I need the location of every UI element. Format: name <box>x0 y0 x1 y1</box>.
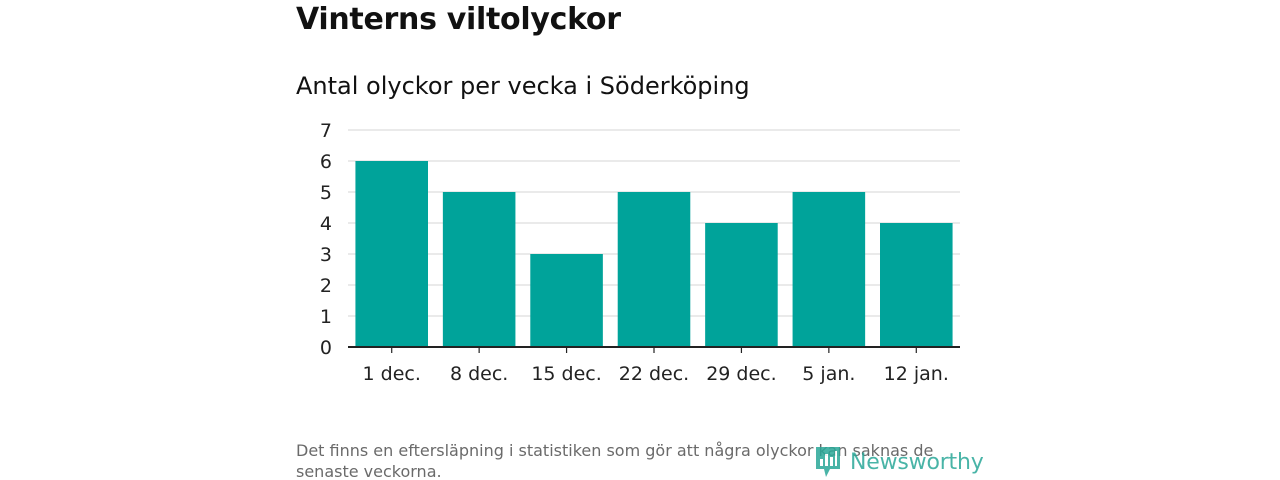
y-tick-label: 1 <box>320 306 332 328</box>
newsworthy-logo-text: Newsworthy <box>850 449 984 475</box>
newsworthy-logo: Newsworthy <box>814 444 984 480</box>
y-tick-label: 6 <box>320 151 332 173</box>
x-tick-label: 5 jan. <box>802 363 855 385</box>
chart-title: Vinterns viltolyckor <box>296 2 621 37</box>
bar <box>880 223 953 347</box>
bar <box>792 192 866 347</box>
y-tick-label: 3 <box>320 244 332 266</box>
bar <box>442 192 516 347</box>
y-tick-label: 2 <box>320 275 332 297</box>
bar <box>705 223 778 347</box>
x-tick-label: 29 dec. <box>706 363 776 385</box>
x-tick-label: 1 dec. <box>363 363 421 385</box>
x-tick-label: 15 dec. <box>531 363 601 385</box>
y-tick-label: 0 <box>320 337 332 359</box>
x-tick-label: 22 dec. <box>619 363 689 385</box>
bar <box>355 161 428 347</box>
newsworthy-logo-icon <box>816 447 840 477</box>
bar <box>617 192 691 347</box>
y-tick-label: 5 <box>320 182 332 204</box>
bar <box>530 254 603 347</box>
y-tick-label: 4 <box>320 213 332 235</box>
x-tick-label: 12 jan. <box>884 363 949 385</box>
chart-subtitle: Antal olyckor per vecka i Söderköping <box>296 72 750 100</box>
x-tick-label: 8 dec. <box>450 363 508 385</box>
y-tick-label: 7 <box>320 120 332 142</box>
footnote: Det finns en eftersläpning i statistiken… <box>296 441 934 480</box>
